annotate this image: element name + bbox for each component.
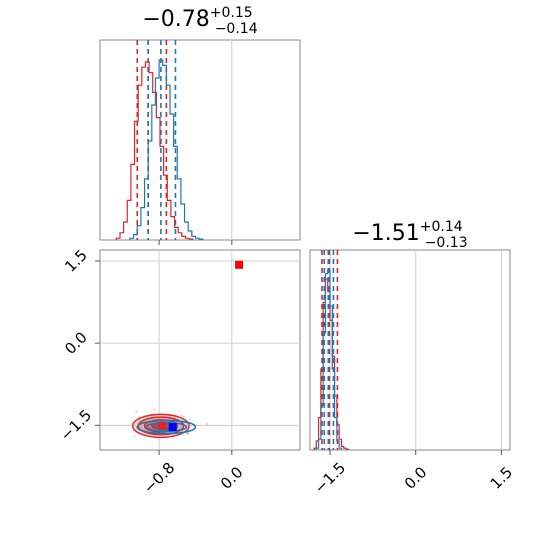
y-tick-label-3: 1.5	[61, 246, 91, 276]
panel-frame-bottom-left	[99, 249, 301, 451]
scatter-point-red	[135, 410, 138, 413]
y-tick-label-2: 0.0	[61, 328, 91, 358]
title-top-left: −0.78+0.15 −0.14	[142, 5, 257, 37]
title-top-left-minus: −0.14	[215, 21, 258, 37]
title-top-left-plus: +0.15	[210, 5, 253, 21]
histogram-panel-bottom-right: −1.5 0.0 1.5 −1.51+0.14 −0.13	[309, 219, 517, 497]
y-tick-label-1: −1.5	[57, 406, 95, 444]
marker-red-square	[157, 421, 166, 430]
gridlines-bottom-right	[329, 250, 502, 450]
contours-blue	[136, 419, 197, 435]
ticks-bottom-left	[95, 260, 233, 455]
scatter-point-red	[153, 408, 156, 411]
panel-frame-top-left	[99, 39, 301, 241]
scatter-point-blue	[186, 432, 189, 435]
x-tick-label-bottom-right-3: 1.5	[487, 463, 517, 493]
scatter-point-red	[182, 415, 185, 418]
contour-blue-2	[154, 423, 179, 431]
x-tick-label-bottom-left-1: −0.8	[140, 459, 178, 497]
histogram-blue-bottom-right	[315, 269, 343, 450]
x-tick-label-bottom-right-2: 0.0	[401, 463, 431, 493]
histogram-panel-top-left: −0.78+0.15 −0.14	[99, 5, 301, 245]
histogram-blue-top-left	[129, 59, 204, 240]
quantile-lines-top-left	[136, 40, 177, 240]
gridlines-bottom-left	[100, 250, 300, 450]
scatter-point-blue	[133, 435, 136, 438]
scatter-point-red	[188, 418, 192, 421]
histogram-red-bottom-right	[313, 278, 349, 450]
title-bottom-right-minus: −0.13	[425, 235, 468, 251]
scatter-point-red	[180, 413, 183, 417]
histogram-red-top-left	[115, 61, 194, 240]
x-tick-label-bottom-right-1: −1.5	[311, 459, 349, 497]
ticks-bottom-right	[329, 450, 502, 455]
contour-blue-1	[145, 421, 188, 433]
title-bottom-right: −1.51+0.14 −0.13	[352, 219, 467, 251]
marker-red-outlier	[235, 260, 244, 269]
x-tick-label-bottom-left-2: 0.0	[217, 463, 247, 493]
contour-blue-0	[136, 419, 197, 435]
marker-blue-square	[168, 422, 177, 431]
scatter-panel-bottom-left: −1.5 0.0 1.5 −0.8 0.0	[57, 246, 301, 497]
scatter-point-red	[205, 422, 209, 426]
title-bottom-right-plus: +0.14	[420, 219, 463, 235]
panel-frame-bottom-right	[309, 249, 511, 451]
